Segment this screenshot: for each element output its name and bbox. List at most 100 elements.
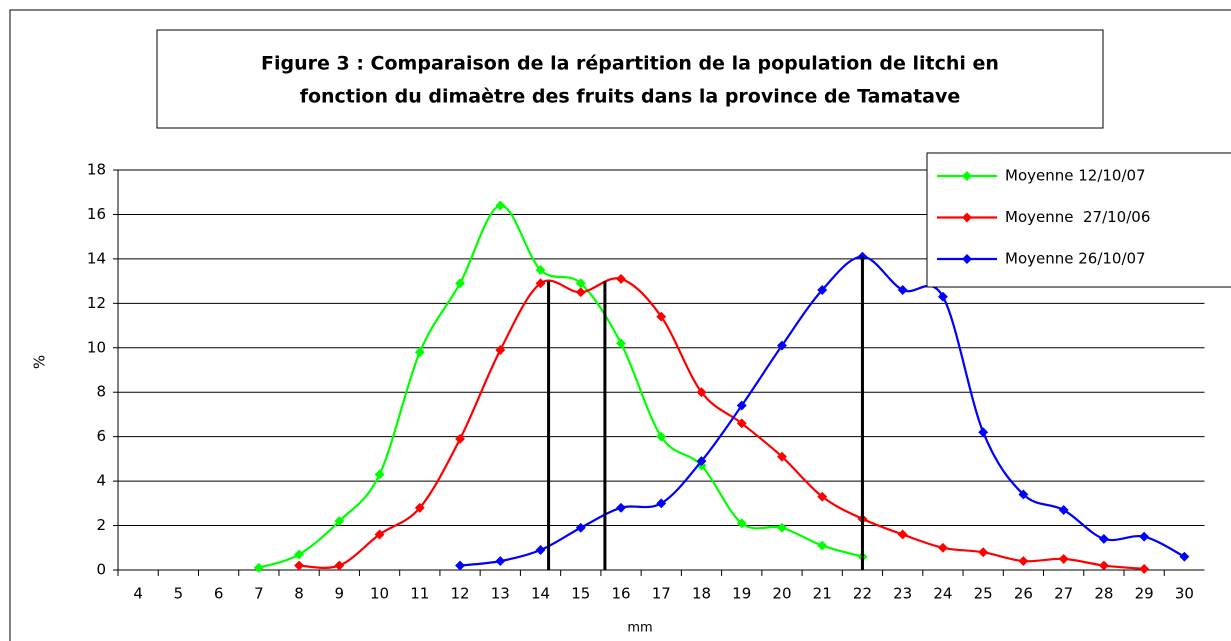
marker <box>978 427 989 438</box>
marker <box>736 518 747 529</box>
y-tick-label: 14 <box>87 249 106 267</box>
marker <box>374 469 385 480</box>
x-tick-label: 14 <box>531 585 550 603</box>
x-tick-label: 21 <box>813 585 832 603</box>
marker <box>978 547 989 558</box>
marker <box>616 273 626 284</box>
marker <box>294 560 305 571</box>
legend-marker <box>962 212 972 223</box>
marker <box>656 431 667 442</box>
y-tick-label: 2 <box>96 516 106 534</box>
marker <box>1058 553 1069 564</box>
outer-border <box>9 9 1231 641</box>
marker <box>1098 560 1109 571</box>
y-tick-label: 10 <box>87 338 106 356</box>
x-tick-label: 4 <box>133 585 143 603</box>
x-tick-label: 19 <box>732 585 751 603</box>
x-tick-label: 20 <box>772 585 791 603</box>
marker <box>535 265 546 275</box>
marker <box>817 491 828 502</box>
marker <box>656 498 667 509</box>
marker <box>777 340 787 351</box>
marker <box>897 529 908 540</box>
y-tick-label: 4 <box>96 472 106 490</box>
x-tick-label: 17 <box>652 585 671 603</box>
legend-label: Moyenne 12/10/07 <box>1005 167 1146 185</box>
marker <box>334 560 345 571</box>
marker <box>374 529 385 540</box>
y-tick-label: 0 <box>96 561 106 579</box>
marker <box>334 516 345 527</box>
x-axis-label: mm <box>627 621 652 636</box>
x-tick-label: 22 <box>853 585 872 603</box>
marker <box>817 540 828 551</box>
marker <box>495 345 506 355</box>
marker <box>937 542 948 553</box>
marker <box>777 451 787 462</box>
y-tick-label: 16 <box>87 205 106 223</box>
x-tick-label: 11 <box>410 585 429 603</box>
marker <box>1179 551 1190 562</box>
marker <box>656 311 667 322</box>
marker <box>1139 531 1150 542</box>
x-tick-label: 5 <box>174 585 184 603</box>
x-tick-label: 29 <box>1135 585 1154 603</box>
chart-title: fonction du dimaètre des fruits dans la … <box>300 86 961 108</box>
x-tick-label: 6 <box>214 585 224 603</box>
legend-marker <box>962 171 972 181</box>
x-tick-label: 8 <box>294 585 304 603</box>
x-tick-label: 26 <box>1014 585 1033 603</box>
x-tick-label: 13 <box>491 585 510 603</box>
marker <box>1139 563 1150 574</box>
marker <box>414 347 425 358</box>
marker <box>455 560 465 571</box>
y-tick-label: 8 <box>96 383 106 401</box>
x-tick-label: 7 <box>254 585 264 603</box>
x-tick-label: 15 <box>571 585 590 603</box>
x-tick-label: 24 <box>933 585 952 603</box>
x-tick-label: 25 <box>974 585 993 603</box>
marker <box>535 278 546 289</box>
title-box <box>156 29 1104 129</box>
marker <box>294 549 305 560</box>
marker <box>937 291 948 302</box>
x-tick-label: 16 <box>611 585 630 603</box>
y-tick-label: 18 <box>87 161 106 179</box>
marker <box>1018 556 1029 567</box>
marker <box>696 456 707 467</box>
marker <box>575 287 586 298</box>
x-tick-label: 23 <box>893 585 912 603</box>
y-axis-label: % <box>31 355 49 369</box>
marker <box>495 200 506 211</box>
marker <box>897 285 908 295</box>
marker <box>616 502 626 513</box>
legend-marker <box>962 254 972 264</box>
marker <box>455 433 465 444</box>
marker <box>253 562 264 573</box>
x-tick-label: 9 <box>335 585 345 603</box>
y-tick-label: 6 <box>96 427 106 445</box>
x-tick-label: 18 <box>692 585 711 603</box>
y-tick-label: 12 <box>87 294 106 312</box>
legend-label: Moyenne 27/10/06 <box>1005 208 1150 226</box>
marker <box>495 556 506 567</box>
legend-label: Moyenne 26/10/07 <box>1005 250 1146 268</box>
marker <box>696 387 707 398</box>
chart-title: Figure 3 : Comparaison de la répartition… <box>261 53 999 75</box>
marker <box>535 545 546 555</box>
x-tick-label: 28 <box>1094 585 1113 603</box>
x-tick-label: 12 <box>450 585 469 603</box>
marker <box>777 522 787 533</box>
marker <box>1058 505 1069 515</box>
marker <box>736 418 747 429</box>
marker <box>414 502 425 513</box>
series-line <box>299 277 1145 570</box>
marker <box>575 278 586 289</box>
marker <box>575 522 586 533</box>
marker <box>817 285 828 295</box>
marker <box>1098 533 1109 544</box>
marker <box>455 278 465 289</box>
series-line <box>258 204 863 569</box>
x-tick-label: 10 <box>370 585 389 603</box>
